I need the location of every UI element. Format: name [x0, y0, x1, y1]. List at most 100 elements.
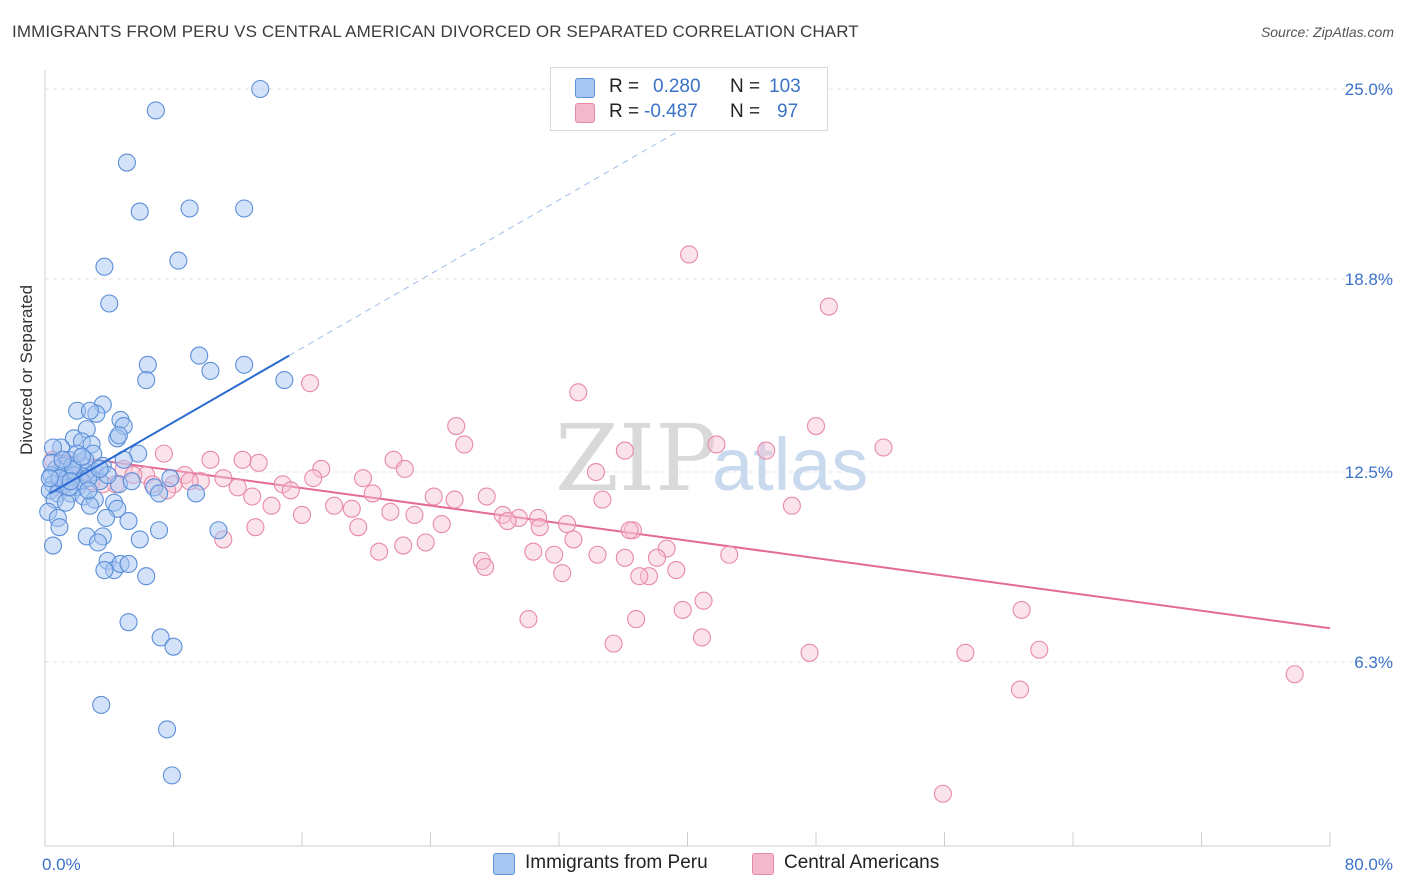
data-point-peru — [100, 294, 119, 313]
data-point-peru — [117, 153, 136, 172]
data-point-central-americans — [325, 496, 344, 515]
y-tick-label: 6.3% — [1354, 653, 1393, 672]
data-point-central-americans — [1285, 665, 1304, 684]
legend-r-value: -0.487 — [644, 101, 698, 122]
data-point-peru — [130, 530, 149, 549]
legend-swatch-central-americans — [575, 103, 595, 123]
trend-lines — [49, 116, 1331, 630]
data-point-central-americans — [680, 245, 699, 264]
data-point-central-americans — [564, 530, 583, 549]
bottom-legend-label-central-americans: Central Americans — [784, 852, 940, 873]
data-point-central-americans — [342, 499, 361, 518]
source-label: Source: ZipAtlas.com — [1260, 24, 1394, 40]
data-point-central-americans — [615, 548, 634, 567]
data-point-peru — [80, 401, 100, 420]
data-point-peru — [169, 251, 188, 270]
data-point-peru — [50, 518, 69, 537]
legend-n-value: 103 — [769, 76, 801, 97]
data-point-peru — [119, 511, 138, 531]
data-point-central-americans — [874, 438, 893, 457]
data-point-central-americans — [455, 435, 474, 454]
data-point-peru — [251, 79, 270, 99]
data-point-central-americans — [432, 515, 451, 534]
data-point-central-americans — [416, 533, 435, 552]
data-point-central-americans — [1012, 600, 1031, 619]
data-point-central-americans — [304, 469, 323, 488]
data-point-peru — [56, 493, 75, 512]
data-point-central-americans — [639, 567, 659, 586]
stats-legend: R = 0.280 N = 103 R = -0.487 N = 97 — [550, 67, 828, 131]
y-tick-label: 18.8% — [1345, 270, 1393, 289]
data-point-peru — [186, 484, 206, 503]
data-point-central-americans — [569, 383, 588, 402]
legend-r-label: R = — [609, 76, 640, 97]
data-point-peru — [119, 613, 138, 632]
data-point-central-americans — [246, 518, 265, 537]
data-point-peru — [130, 202, 149, 221]
data-point-central-americans — [806, 417, 826, 436]
data-point-central-americans — [604, 634, 623, 653]
data-point-central-americans — [819, 297, 838, 316]
data-point-central-americans — [381, 502, 400, 521]
data-point-peru — [109, 426, 128, 445]
data-point-central-americans — [498, 511, 517, 531]
x-tick-label: 80.0% — [1345, 855, 1393, 874]
chart-title: IMMIGRANTS FROM PERU VS CENTRAL AMERICAN… — [12, 22, 859, 41]
data-point-central-americans — [800, 643, 819, 662]
data-point-central-americans — [720, 545, 739, 564]
data-point-central-americans — [405, 505, 424, 524]
data-point-central-americans — [493, 505, 512, 524]
x-tick-label: 0.0% — [42, 855, 81, 874]
data-point-peru — [235, 355, 254, 374]
data-point-central-americans — [647, 548, 667, 567]
data-point-central-americans — [956, 643, 975, 662]
data-point-central-americans — [233, 450, 252, 469]
legend-n-label: N = — [730, 76, 761, 97]
data-point-peru — [40, 469, 59, 488]
data-point-peru — [138, 355, 157, 374]
data-point-peru — [235, 199, 254, 218]
data-point-peru — [190, 346, 209, 365]
data-point-peru — [95, 561, 114, 580]
data-point-peru — [161, 469, 180, 488]
bottom-legend-swatch-central-americans — [752, 853, 774, 875]
data-point-central-americans — [394, 536, 413, 555]
data-point-peru — [92, 695, 111, 714]
data-point-central-americans — [530, 518, 549, 537]
data-point-peru — [88, 533, 108, 552]
data-point-central-americans — [262, 496, 281, 515]
data-point-central-americans — [349, 518, 368, 537]
data-point-peru — [43, 536, 63, 555]
data-point-central-americans — [673, 600, 692, 619]
data-point-central-americans — [1010, 680, 1030, 699]
data-point-central-americans — [933, 784, 952, 803]
data-point-central-americans — [1030, 640, 1049, 659]
data-point-central-americans — [620, 521, 639, 540]
data-point-peru — [95, 257, 114, 276]
data-point-peru — [151, 628, 170, 647]
data-point-central-americans — [545, 545, 564, 564]
data-point-central-americans — [586, 462, 605, 482]
data-point-peru — [146, 101, 165, 120]
data-point-central-americans — [370, 542, 389, 561]
trend-line-peru — [49, 354, 290, 495]
data-point-central-americans — [447, 417, 466, 436]
watermark-atlas: atlas — [712, 423, 868, 506]
series-immigrants-from-peru — [39, 79, 294, 785]
bottom-legend-label-peru: Immigrants from Peru — [525, 852, 708, 873]
data-point-central-americans — [630, 567, 649, 586]
data-point-central-americans — [363, 484, 382, 503]
data-point-central-americans — [692, 628, 712, 647]
data-point-central-americans — [154, 444, 173, 463]
data-point-central-americans — [553, 564, 572, 583]
data-point-peru — [122, 472, 141, 491]
data-point-peru — [53, 450, 72, 469]
watermark: ZIP atlas — [555, 405, 868, 512]
data-point-peru — [201, 361, 220, 380]
watermark-zip: ZIP — [555, 405, 717, 512]
data-point-central-americans — [214, 469, 233, 488]
data-point-peru — [72, 447, 91, 466]
data-point-central-americans — [757, 441, 776, 460]
data-point-central-americans — [667, 561, 686, 580]
